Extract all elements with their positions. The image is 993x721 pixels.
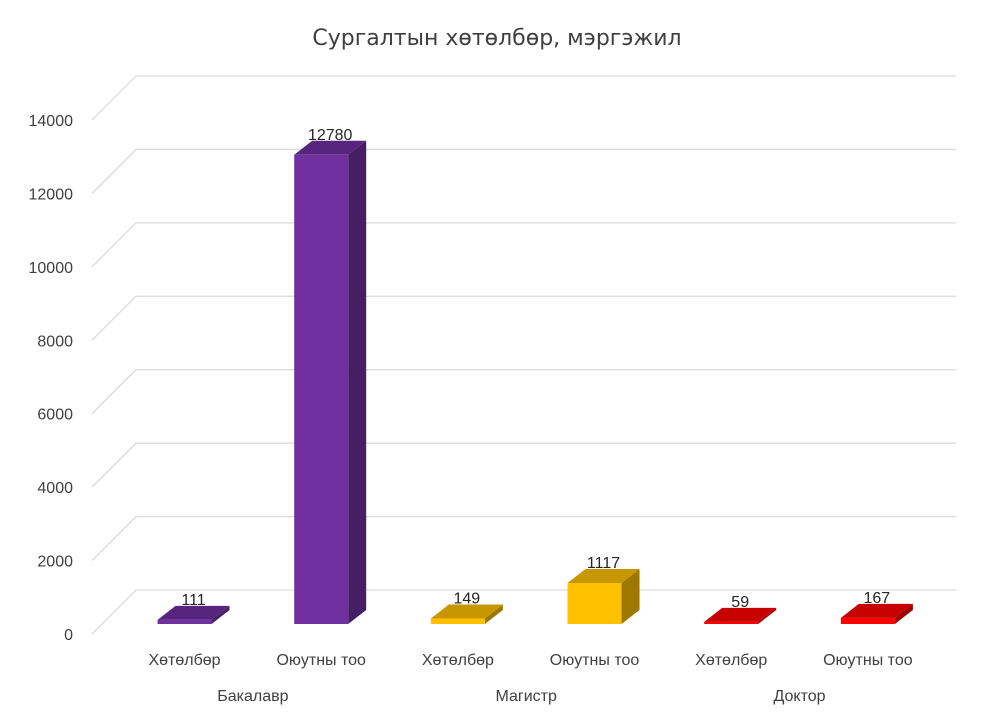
bar-front bbox=[840, 617, 895, 624]
data-label: 12780 bbox=[308, 127, 353, 144]
gridline bbox=[91, 442, 956, 488]
bar-side bbox=[621, 568, 640, 624]
bar-front bbox=[430, 618, 485, 624]
bar-top bbox=[840, 603, 913, 618]
chart-title: Сургалтын хөтөлбөр, мэргэжил bbox=[312, 26, 681, 51]
y-tick-label: 4000 bbox=[37, 480, 73, 497]
gridlines bbox=[91, 75, 956, 635]
x-category-label: Хөтөлбөр bbox=[148, 652, 220, 669]
bar-top bbox=[704, 607, 777, 622]
bar-side bbox=[894, 603, 913, 624]
data-label: 149 bbox=[454, 591, 481, 608]
gridline bbox=[91, 369, 956, 415]
bar bbox=[157, 605, 230, 624]
y-tick-label: 6000 bbox=[37, 407, 73, 424]
gridline bbox=[91, 222, 956, 268]
y-tick-label: 14000 bbox=[29, 113, 74, 130]
gridline bbox=[91, 515, 956, 562]
x-group-label: Магистр bbox=[495, 688, 557, 705]
bar-top bbox=[567, 568, 640, 583]
gridline bbox=[91, 589, 956, 635]
bar-front bbox=[294, 154, 349, 624]
x-group-label: Бакалавр bbox=[217, 688, 288, 705]
bar bbox=[567, 568, 640, 624]
y-tick-label: 12000 bbox=[29, 186, 74, 203]
bar-top bbox=[294, 140, 367, 155]
bar-top bbox=[430, 604, 503, 619]
data-label: 59 bbox=[731, 594, 749, 611]
bar-side bbox=[758, 607, 777, 624]
x-category-label: Оюутны тоо bbox=[276, 652, 366, 669]
bar-side bbox=[211, 605, 230, 624]
x-group-label: Доктор bbox=[774, 688, 826, 705]
gridline bbox=[91, 148, 956, 194]
bar-front bbox=[157, 619, 212, 624]
bar bbox=[430, 604, 503, 624]
bar-front bbox=[567, 582, 622, 624]
y-axis-ticks: 0 2000 4000 6000 8000 10000 12000 14000 bbox=[29, 113, 74, 644]
data-label: 1117 bbox=[587, 555, 620, 572]
x-axis-categories: Хөтөлбөр Оюутны тоо Бакалавр Хөтөлбөр Оюутны… bbox=[148, 652, 912, 705]
y-tick-label: 8000 bbox=[37, 333, 73, 350]
x-category-label: Хөтөлбөр bbox=[695, 652, 767, 669]
y-tick-label: 10000 bbox=[29, 260, 74, 277]
y-tick-label: 2000 bbox=[37, 554, 73, 571]
x-category-label: Хөтөлбөр bbox=[422, 652, 494, 669]
data-label: 111 bbox=[181, 592, 205, 609]
bar-side bbox=[484, 604, 503, 624]
bars: 111 12780 149 1117 59 167 bbox=[157, 127, 913, 624]
gridline bbox=[91, 295, 956, 341]
bar-side bbox=[348, 140, 367, 624]
bar-front bbox=[704, 621, 759, 624]
x-category-label: Оюутны тоо bbox=[550, 652, 640, 669]
y-tick-label: 0 bbox=[64, 627, 73, 644]
bar bbox=[294, 140, 367, 624]
bar-top bbox=[157, 605, 230, 620]
gridline bbox=[91, 75, 956, 121]
data-label: 167 bbox=[864, 590, 891, 607]
bar bbox=[840, 603, 913, 624]
bar bbox=[704, 607, 777, 624]
x-category-label: Оюутны тоо bbox=[823, 652, 913, 669]
